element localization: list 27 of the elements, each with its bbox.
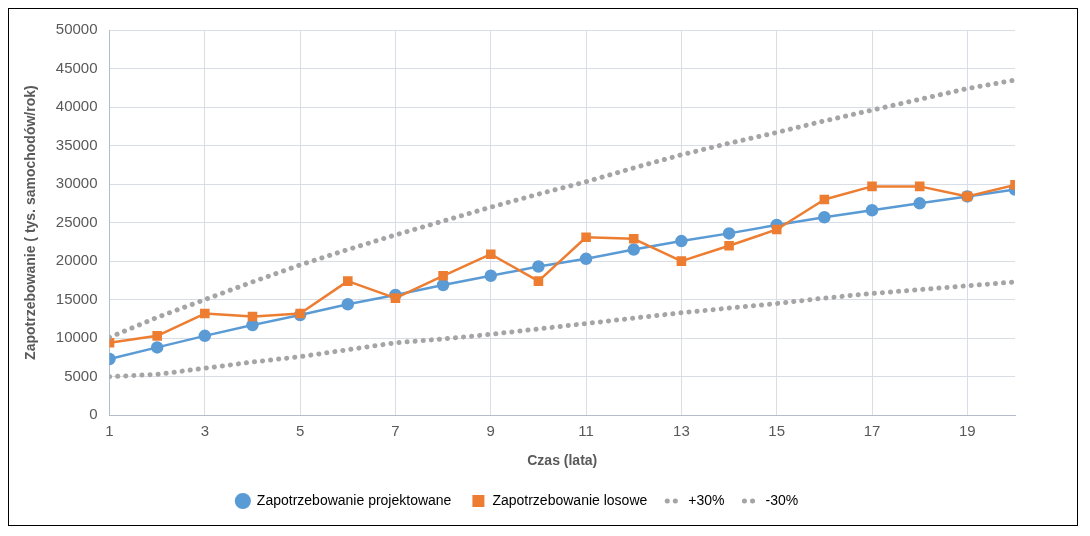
y-tick-label: 40000: [55, 97, 98, 115]
y-tick-label: 20000: [55, 251, 98, 269]
x-tick-label: 17: [863, 422, 881, 440]
x-tick-label: 3: [200, 422, 209, 440]
y-tick-label: 25000: [55, 212, 98, 230]
y-tick-label: 15000: [55, 289, 98, 307]
y-tick-label: 45000: [55, 58, 98, 76]
x-tick-label: 1: [105, 422, 114, 440]
y-tick-label: 35000: [55, 135, 98, 153]
legend-label: Zapotrzebowanie losowe: [492, 491, 648, 508]
x-tick-label: 5: [295, 422, 305, 440]
x-tick-label: 9: [486, 422, 495, 440]
x-tick-label: 15: [768, 422, 786, 440]
x-axis-title: Czas (lata): [527, 452, 598, 469]
y-tick-label: 5000: [64, 366, 98, 384]
legend-label: +30%: [688, 491, 725, 508]
x-tick-label: 11: [578, 422, 594, 440]
y-tick-label: 0: [89, 405, 98, 423]
y-tick-label: 30000: [55, 174, 98, 192]
legend-label: Zapotrzebowanie projektowane: [256, 491, 452, 508]
x-tick-label: 7: [391, 422, 400, 440]
x-tick-label: 19: [959, 422, 976, 440]
x-tick-label: 13: [673, 422, 690, 440]
y-tick-label: 50000: [55, 20, 98, 38]
y-axis-title: Zapotrzebowanie ( tys. samochodów/rok): [22, 85, 39, 360]
y-tick-label: 10000: [55, 328, 98, 346]
legend-label: -30%: [765, 491, 799, 508]
